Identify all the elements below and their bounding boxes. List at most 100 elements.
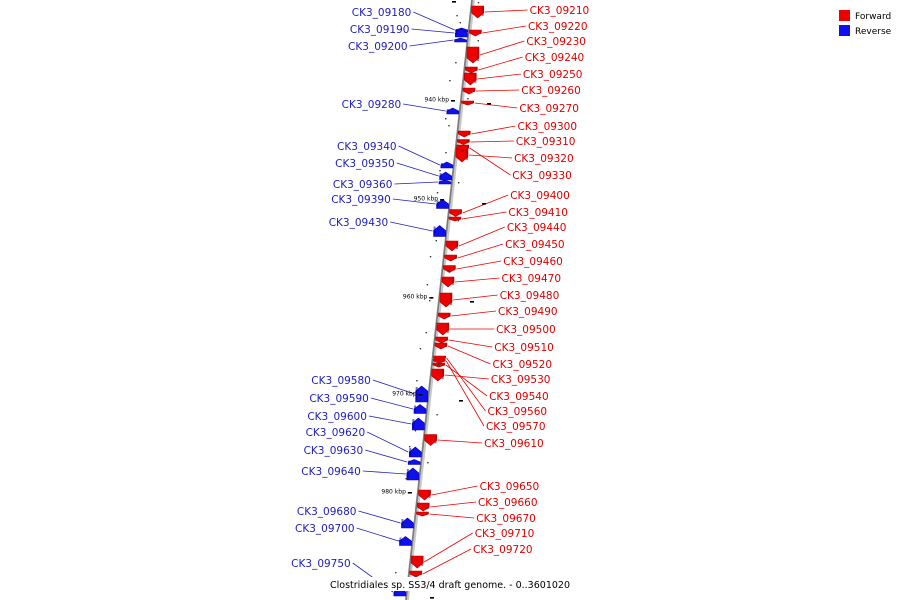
gene-shading	[446, 324, 449, 333]
minor-tick	[445, 118, 447, 120]
reverse-gene-label[interactable]: CK3_09700	[295, 523, 355, 535]
forward-gene-label[interactable]: CK3_09560	[488, 406, 548, 418]
forward-gene[interactable]	[439, 292, 453, 308]
forward-gene[interactable]	[416, 511, 429, 517]
gene-shading	[442, 364, 445, 365]
forward-gene-label[interactable]: CK3_09210	[530, 5, 590, 17]
gene-shading	[438, 181, 441, 182]
reverse-gene-label[interactable]: CK3_09280	[342, 99, 402, 111]
forward-gene[interactable]	[434, 342, 448, 350]
forward-gene[interactable]	[457, 139, 470, 145]
reverse-gene-label[interactable]: CK3_09360	[333, 179, 393, 191]
forward-gene-label[interactable]: CK3_09260	[521, 85, 581, 97]
forward-gene-label[interactable]: CK3_09530	[491, 374, 551, 386]
reverse-gene-label[interactable]: CK3_09180	[352, 7, 412, 19]
forward-gene[interactable]	[469, 29, 482, 37]
forward-gene[interactable]	[424, 434, 437, 446]
kbp-tick-label: 950 kbp	[414, 196, 439, 203]
reverse-gene-label[interactable]: CK3_09580	[311, 375, 371, 387]
forward-gene[interactable]	[441, 276, 455, 288]
forward-gene[interactable]	[464, 66, 478, 74]
leader-line	[437, 439, 483, 444]
forward-gene-label[interactable]: CK3_09220	[528, 21, 588, 33]
forward-gene[interactable]	[443, 265, 456, 273]
forward-gene-label[interactable]: CK3_09460	[503, 256, 563, 268]
forward-gene-label[interactable]: CK3_09510	[494, 342, 554, 354]
gene-shading	[439, 173, 442, 178]
forward-gene-label[interactable]: CK3_09470	[501, 273, 561, 285]
forward-gene-label[interactable]: CK3_09300	[517, 121, 577, 133]
reverse-gene-label[interactable]: CK3_09190	[350, 24, 410, 36]
reverse-gene-label[interactable]: CK3_09340	[337, 141, 397, 153]
leader-line	[479, 40, 525, 56]
forward-gene[interactable]	[461, 100, 474, 106]
forward-gene-label[interactable]: CK3_09250	[523, 69, 583, 81]
forward-gene-label[interactable]: CK3_09450	[505, 239, 565, 251]
gene-shading	[412, 419, 415, 428]
kbp-tick-mark	[429, 297, 434, 299]
forward-gene[interactable]	[410, 555, 424, 569]
forward-gene[interactable]	[436, 322, 450, 336]
forward-gene[interactable]	[456, 144, 470, 152]
forward-gene-label[interactable]: CK3_09240	[525, 52, 585, 64]
reverse-gene-label[interactable]: CK3_09620	[306, 427, 366, 439]
forward-gene-label[interactable]: CK3_09230	[526, 36, 586, 48]
minor-tick	[436, 414, 438, 416]
leader-line	[456, 260, 502, 270]
reverse-gene-label[interactable]: CK3_09200	[348, 41, 408, 53]
forward-gene[interactable]	[462, 87, 476, 95]
forward-gene-label[interactable]: CK3_09440	[507, 222, 567, 234]
gene-shading	[446, 109, 449, 112]
gene-shading	[476, 48, 479, 61]
forward-gene[interactable]	[471, 5, 484, 19]
forward-gene-label[interactable]: CK3_09660	[478, 497, 538, 509]
forward-gene-label[interactable]: CK3_09270	[519, 103, 579, 115]
forward-gene-label[interactable]: CK3_09490	[498, 306, 558, 318]
reverse-gene-label[interactable]: CK3_09600	[307, 411, 367, 423]
reverse-gene-label[interactable]: CK3_09430	[329, 217, 389, 229]
forward-gene[interactable]	[409, 570, 423, 578]
leader-line	[430, 501, 477, 508]
reverse-gene-label[interactable]: CK3_09750	[291, 558, 351, 570]
forward-gene-label[interactable]: CK3_09610	[484, 438, 544, 450]
forward-gene[interactable]	[449, 209, 462, 217]
forward-gene[interactable]	[435, 336, 448, 344]
legend-reverse-swatch	[839, 25, 850, 36]
forward-gene-label[interactable]: CK3_09320	[514, 153, 574, 165]
forward-gene-label[interactable]: CK3_09330	[512, 170, 572, 182]
reverse-gene-label[interactable]: CK3_09680	[297, 506, 357, 518]
leader-line	[446, 357, 486, 412]
minor-tick	[404, 524, 406, 526]
forward-gene-label[interactable]: CK3_09520	[492, 359, 552, 371]
forward-gene[interactable]	[445, 240, 459, 252]
minor-tick	[427, 462, 429, 464]
forward-gene-label[interactable]: CK3_09710	[475, 528, 535, 540]
forward-gene-label[interactable]: CK3_09570	[486, 421, 546, 433]
forward-gene[interactable]	[444, 254, 457, 262]
reverse-gene-label[interactable]: CK3_09350	[335, 158, 395, 170]
forward-gene-label[interactable]: CK3_09540	[489, 391, 549, 403]
reverse-gene-label[interactable]: CK3_09640	[301, 466, 361, 478]
reverse-gene-label[interactable]: CK3_09630	[304, 445, 364, 457]
reverse-gene-label[interactable]: CK3_09590	[309, 393, 369, 405]
minor-tick	[398, 540, 400, 542]
forward-gene[interactable]	[432, 358, 446, 364]
forward-gene-label[interactable]: CK3_09310	[516, 136, 576, 148]
forward-gene-label[interactable]: CK3_09410	[508, 207, 568, 219]
forward-gene[interactable]	[437, 312, 451, 320]
forward-gene[interactable]	[418, 489, 431, 501]
forward-gene-label[interactable]: CK3_09480	[500, 290, 560, 302]
forward-gene[interactable]	[464, 72, 477, 86]
legend-forward-label: Forward	[855, 12, 891, 22]
forward-gene-label[interactable]: CK3_09400	[510, 190, 570, 202]
leader-line	[448, 339, 493, 348]
forward-gene-label[interactable]: CK3_09670	[476, 513, 536, 525]
gene-shading	[399, 537, 402, 544]
forward-gene[interactable]	[457, 130, 471, 138]
forward-gene-label[interactable]: CK3_09650	[480, 481, 540, 493]
reverse-gene-label[interactable]: CK3_09390	[331, 194, 391, 206]
forward-gene-label[interactable]: CK3_09500	[496, 324, 556, 336]
forward-gene[interactable]	[466, 46, 480, 64]
forward-gene[interactable]	[431, 368, 445, 382]
forward-gene-label[interactable]: CK3_09720	[473, 544, 533, 556]
